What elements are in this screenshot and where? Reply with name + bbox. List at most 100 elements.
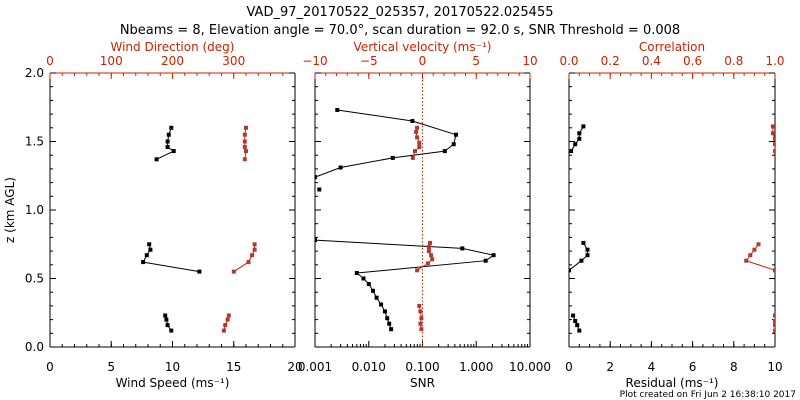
correlation-point	[770, 131, 775, 136]
correlation-point	[773, 142, 775, 147]
y-tick-label: 2.0	[25, 66, 44, 80]
y-tick-label: 1.5	[25, 135, 44, 149]
snr-point	[387, 321, 392, 326]
wind-speed-point	[148, 247, 153, 252]
snr-point	[335, 108, 340, 112]
wind-speed-point	[165, 139, 170, 144]
correlation-point	[770, 124, 775, 129]
wind-direction-point	[242, 157, 247, 162]
wind-direction-point	[244, 149, 248, 154]
snr-point	[338, 165, 343, 170]
figure-title-line1: VAD_97_20170522_025357, 20170522.025455	[247, 5, 554, 20]
x-tick-label: 15	[226, 360, 241, 374]
top-tick-label: 0	[46, 54, 54, 68]
vertical-velocity-point	[417, 145, 422, 149]
correlation-point	[773, 323, 775, 328]
wind-speed-series	[141, 125, 202, 333]
top-axis-label: Wind Direction (deg)	[111, 40, 235, 54]
wind-direction-point	[250, 253, 255, 258]
figure-title-line2: Nbeams = 8, Elevation angle = 70.0°, sca…	[120, 23, 680, 38]
snr-line	[315, 109, 457, 178]
x-tick-label: 0.001	[298, 360, 332, 374]
snr-point	[491, 253, 496, 258]
snr-point	[366, 282, 371, 286]
correlation-point	[773, 149, 775, 154]
x-tick-label: 0	[46, 360, 54, 374]
snr-point	[317, 187, 322, 192]
x-tick-label: 0.010	[352, 360, 386, 374]
y-axis-label: z (km AGL)	[3, 177, 17, 243]
wind-direction-series	[221, 125, 257, 333]
wind-speed-point	[154, 157, 159, 162]
wind-direction-point	[223, 323, 228, 328]
wind-direction-point	[231, 269, 236, 274]
correlation-point	[773, 136, 775, 141]
x-axis-label: Wind Speed (ms⁻¹)	[116, 376, 230, 390]
top-axis-label: Correlation	[639, 40, 705, 54]
snr-point	[454, 132, 458, 137]
top-tick-label: 0.8	[724, 54, 743, 68]
vertical-velocity-point	[426, 245, 431, 249]
wind-direction-point	[246, 260, 251, 265]
snr-point	[382, 309, 387, 314]
top-tick-label: 0.4	[642, 54, 661, 68]
wind-direction-point	[242, 132, 247, 137]
vertical-velocity-point	[415, 268, 420, 273]
y-tick-label: 0.5	[25, 272, 44, 286]
footer-timestamp: Plot created on Fri Jun 2 16:38:10 2017	[620, 390, 796, 400]
residual-point	[573, 319, 578, 323]
residual-point	[569, 268, 571, 273]
top-tick-label: 200	[161, 54, 184, 68]
residual-point	[573, 142, 578, 147]
residual-point	[581, 124, 586, 129]
x-tick-label: 20	[287, 360, 302, 374]
top-axis-label: Vertical velocity (ms⁻¹)	[354, 40, 492, 54]
correlation-point	[773, 268, 775, 273]
snr-point	[385, 316, 390, 321]
wind-speed-point	[141, 260, 146, 265]
snr-point	[410, 119, 415, 123]
wind-speed-point	[163, 313, 168, 318]
residual-point	[571, 313, 576, 318]
snr-point	[389, 327, 394, 332]
snr-series	[315, 108, 496, 332]
panel-2: 0.001 0.010 0.100 1.000 10.000 SNR −10 −5 0 5 10 Ve…	[298, 40, 551, 390]
wind-speed-point	[169, 328, 174, 333]
snr-point	[315, 238, 317, 243]
residual-point	[577, 328, 582, 333]
wind-direction-point	[252, 242, 257, 247]
x-tick-label: 0.100	[405, 360, 439, 374]
panel-3: 0 2 4 6 8 10 Residual (ms⁻¹) 0.0 0.2 0.4 0.6 0.8 1.0…	[559, 40, 784, 390]
x-tick-label: 10	[767, 360, 782, 374]
top-tick-label: 5	[472, 54, 480, 68]
snr-point	[361, 276, 366, 281]
x-axis-label: SNR	[410, 376, 435, 390]
wind-direction-line	[223, 315, 230, 331]
vertical-velocity-point	[415, 135, 420, 140]
top-tick-label: −10	[302, 54, 327, 68]
wind-speed-point	[197, 269, 202, 274]
wind-direction-point	[242, 139, 247, 144]
x-tick-label: 4	[648, 360, 656, 374]
residual-point	[585, 253, 590, 258]
wind-speed-point	[166, 132, 171, 137]
correlation-point	[752, 247, 757, 252]
residual-point	[569, 149, 574, 154]
snr-point	[315, 175, 317, 180]
wind-speed-point	[147, 242, 152, 247]
snr-point	[379, 302, 384, 307]
x-tick-label: 1.000	[459, 360, 493, 374]
vertical-velocity-point	[417, 303, 422, 308]
residual-point	[577, 131, 582, 136]
wind-speed-point	[144, 253, 149, 258]
top-tick-label: 0.0	[559, 54, 578, 68]
wind-direction-point	[221, 328, 226, 333]
correlation-point	[773, 328, 775, 333]
residual-point	[577, 136, 582, 141]
vertical-velocity-point	[430, 257, 435, 262]
snr-point	[451, 142, 456, 147]
top-tick-label: 0.6	[683, 54, 702, 68]
vertical-velocity-point	[414, 129, 419, 134]
correlation-point	[748, 253, 753, 258]
